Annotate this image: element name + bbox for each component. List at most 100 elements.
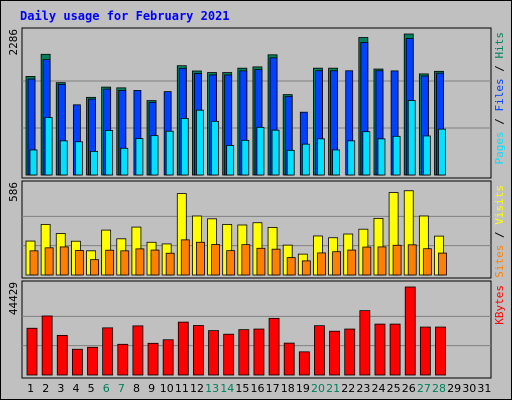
series-kbytes — [26, 286, 446, 376]
panel-bottom: 44429 KBytes — [7, 280, 506, 379]
x-tick-label-day-13: 13 — [205, 382, 219, 395]
bar-sites-day-20 — [317, 252, 326, 276]
bar-pages-day-23 — [362, 131, 371, 176]
bar-kbytes-day-23 — [359, 310, 371, 376]
x-tick-label-day-3: 3 — [57, 382, 64, 395]
bar-sites-day-18 — [286, 257, 296, 276]
bar-kbytes-day-27 — [419, 326, 431, 376]
x-tick-label-day-8: 8 — [133, 382, 140, 395]
x-tick-label-day-7: 7 — [118, 382, 125, 395]
bar-sites-day-25 — [392, 244, 402, 276]
x-tick-label-day-2: 2 — [42, 382, 49, 395]
legend-entry: Sites — [493, 245, 506, 278]
series-sites — [29, 239, 447, 276]
x-tick-label-day-4: 4 — [72, 382, 79, 395]
x-tick-label-day-25: 25 — [387, 382, 401, 395]
bar-sites-day-23 — [362, 246, 372, 276]
bar-pages-day-21 — [332, 149, 340, 176]
x-tick-label-day-31: 31 — [477, 382, 491, 395]
y-max-label: 44429 — [7, 282, 20, 315]
legend-entry: / — [493, 225, 506, 245]
bar-kbytes-day-4 — [71, 348, 83, 376]
bar-sites-day-2 — [44, 247, 54, 276]
bar-kbytes-day-22 — [344, 328, 356, 376]
bar-pages-day-13 — [211, 120, 219, 176]
bar-sites-day-21 — [332, 251, 341, 276]
x-tick-label-day-17: 17 — [266, 382, 280, 395]
bar-sites-day-7 — [120, 250, 130, 276]
bar-sites-day-4 — [74, 250, 84, 276]
bar-sites-day-24 — [377, 246, 387, 276]
bar-pages-day-7 — [120, 147, 129, 176]
bar-sites-day-11 — [180, 239, 190, 276]
x-tick-label-day-10: 10 — [160, 382, 174, 395]
bar-pages-day-22 — [347, 140, 356, 176]
bar-kbytes-day-9 — [147, 342, 159, 376]
x-tick-label-day-6: 6 — [103, 382, 110, 395]
y-max-label: 2286 — [7, 29, 20, 56]
x-tick-label-day-12: 12 — [190, 382, 204, 395]
bar-kbytes-day-15 — [238, 329, 250, 376]
bar-pages-day-16 — [256, 126, 265, 176]
bar-pages-day-8 — [135, 138, 144, 176]
bar-kbytes-day-16 — [253, 328, 265, 376]
bar-kbytes-day-28 — [435, 326, 446, 376]
bar-sites-day-17 — [271, 248, 281, 276]
bar-sites-day-13 — [211, 244, 220, 276]
bar-sites-day-5 — [90, 259, 99, 276]
bar-pages-day-4 — [74, 141, 83, 176]
bar-kbytes-day-17 — [268, 317, 280, 376]
x-tick-label-day-28: 28 — [432, 382, 446, 395]
bar-kbytes-day-7 — [117, 343, 129, 376]
bar-sites-day-3 — [59, 246, 69, 276]
bar-pages-day-10 — [165, 130, 174, 176]
bar-kbytes-day-13 — [208, 330, 219, 376]
x-tick-label-day-19: 19 — [296, 382, 310, 395]
x-tick-label-day-21: 21 — [326, 382, 340, 395]
x-tick-label-day-15: 15 — [235, 382, 249, 395]
x-tick-label-day-5: 5 — [88, 382, 95, 395]
bar-kbytes-day-25 — [389, 323, 401, 376]
bar-pages-day-18 — [286, 149, 295, 176]
legend-middle: Sites / Visits — [493, 185, 506, 278]
legend-entry: KBytes — [493, 285, 506, 325]
x-tick-label-day-20: 20 — [311, 382, 325, 395]
bar-sites-day-14 — [226, 250, 236, 276]
panel-top: 2286 Pages / Files / Hits — [7, 27, 506, 179]
x-tick-label-day-1: 1 — [27, 382, 34, 395]
bar-kbytes-day-11 — [177, 321, 189, 376]
bar-kbytes-day-19 — [298, 351, 310, 376]
bar-kbytes-day-24 — [374, 323, 386, 376]
x-tick-label-day-23: 23 — [356, 382, 370, 395]
x-tick-label-day-27: 27 — [417, 382, 431, 395]
legend-top: Pages / Files / Hits — [493, 32, 506, 165]
bar-kbytes-day-12 — [193, 325, 204, 376]
y-max-label: 586 — [7, 182, 20, 202]
bar-kbytes-day-2 — [41, 315, 53, 376]
bar-pages-day-15 — [241, 139, 250, 176]
x-tick-label-day-26: 26 — [402, 382, 416, 395]
x-tick-label-day-14: 14 — [220, 382, 234, 395]
bar-pages-day-2 — [44, 117, 53, 176]
bar-pages-day-12 — [196, 109, 204, 176]
bar-kbytes-day-1 — [26, 327, 38, 376]
x-tick-label-day-22: 22 — [341, 382, 355, 395]
bar-sites-day-16 — [256, 247, 266, 276]
x-axis: 1 2 3 4 5 6 7 8 9 10 11 12 13 14 15 16 17 18 19 20 21 22 23 24 2… — [27, 382, 491, 395]
bar-sites-day-10 — [165, 252, 175, 276]
bar-sites-day-15 — [241, 244, 251, 276]
bar-pages-day-19 — [301, 143, 310, 176]
bar-pages-day-25 — [392, 135, 401, 176]
legend-entry: Pages — [493, 131, 506, 164]
x-tick-label-day-24: 24 — [372, 382, 386, 395]
legend-entry: Visits — [493, 185, 506, 225]
bar-pages-day-6 — [105, 130, 114, 176]
chart-title: Daily usage for February 2021 — [20, 9, 230, 23]
legend-entry: / — [493, 112, 506, 132]
bar-sites-day-6 — [105, 249, 115, 276]
x-tick-label-day-9: 9 — [148, 382, 155, 395]
panels: 2286 Pages / Files / Hits 586 Sites / Visit… — [7, 27, 506, 379]
bar-sites-day-26 — [407, 244, 417, 276]
bar-pages-day-27 — [422, 135, 431, 176]
bar-sites-day-22 — [347, 249, 357, 276]
